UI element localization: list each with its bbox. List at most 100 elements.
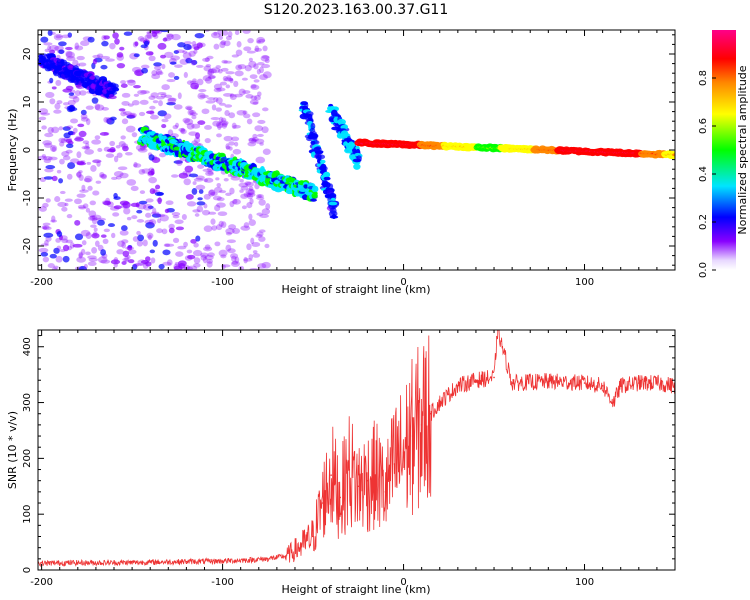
spectrogram-cell — [76, 55, 85, 61]
spectrogram-cell — [177, 42, 186, 48]
spectrogram-cell — [240, 225, 251, 231]
snr-y-ticks: 0 100 200 300 400 — [22, 335, 675, 573]
spectrogram-cell — [171, 33, 181, 41]
spectrogram-cell — [247, 193, 253, 200]
spectrogram-cell — [83, 263, 88, 269]
spectrogram-cell — [44, 48, 51, 53]
spectrogram-cell — [242, 30, 251, 34]
spectrogram-cell — [100, 234, 107, 238]
spectrogram-cell — [88, 210, 97, 218]
spectrogram-cell — [55, 238, 61, 243]
spectrogram-cell — [231, 122, 237, 130]
spectrogram-cell — [213, 83, 223, 90]
spectrogram-cell — [188, 173, 199, 178]
spectrogram-cell — [259, 213, 269, 218]
spectrogram-cell — [212, 120, 221, 127]
spectrogram-cell — [229, 93, 235, 98]
spectrogram-cell — [187, 265, 198, 270]
snr-data-point — [312, 535, 314, 538]
spectrogram-cell — [113, 205, 122, 210]
spectrogram-cell — [45, 165, 56, 170]
spectrogram-cell — [254, 94, 261, 101]
spectrogram-cell — [190, 112, 198, 116]
snr-data-point — [547, 380, 550, 383]
spectrogram-cell — [230, 136, 240, 142]
spectrogram-cell — [51, 86, 57, 90]
spectrogram-cell — [195, 132, 200, 139]
spectrogram-cell — [246, 243, 252, 251]
spectrogram-cell — [124, 255, 130, 263]
spectrogram-cell — [105, 58, 115, 62]
spectrogram-cell — [38, 108, 49, 115]
spectrogram-cell — [238, 182, 249, 188]
spectrogram-cell — [140, 64, 150, 69]
spectrogram-cell — [207, 252, 215, 258]
spectrogram-cell — [215, 97, 223, 104]
spectrogram-cell — [236, 41, 242, 48]
spectrogram-cell — [127, 259, 135, 264]
spectrogram-cell — [184, 165, 194, 173]
spectrogram-cell — [221, 122, 228, 129]
spectrogram-cell — [202, 168, 212, 172]
spectrogram-cell — [145, 261, 152, 267]
spectrogram-cell — [208, 68, 217, 74]
spectrogram-cell — [145, 222, 155, 229]
spectrogram-cell — [157, 218, 162, 224]
spectrogram-cell — [105, 153, 115, 158]
spectrogram-cell — [80, 40, 90, 47]
spectrogram-cell — [265, 203, 271, 210]
spectrogram-cell — [225, 143, 230, 150]
spectrogram-cell — [322, 180, 329, 188]
spectrogram-cell — [258, 236, 266, 242]
spectrogram-cell — [155, 213, 166, 218]
spectrogram-cell — [76, 193, 86, 198]
spectrogram-cell — [252, 250, 258, 254]
spectrogram-cell — [288, 176, 294, 183]
spectrogram-cell — [148, 219, 157, 226]
spectrogram-cell — [227, 248, 236, 254]
spectrogram-cell — [116, 152, 123, 158]
snr-data-point — [113, 561, 115, 564]
spectrogram-cell — [106, 117, 115, 125]
snr-data-point — [638, 382, 640, 384]
spectrogram-cell — [148, 95, 156, 100]
spectrogram-cell — [208, 211, 217, 215]
spectrogram-cell — [42, 202, 49, 208]
spectrogram-cell — [220, 117, 227, 123]
spectrogram-cell — [225, 228, 235, 235]
spectrogram-cell — [222, 93, 233, 97]
spectrogram-cell — [107, 223, 116, 228]
spectrogram-cell — [43, 158, 52, 164]
spectrogram-cell — [42, 156, 53, 161]
y-tick-label: 100 — [22, 505, 33, 524]
spectrogram-cell — [92, 54, 101, 59]
spectrogram-cell — [133, 161, 138, 168]
spectrogram-cell — [161, 84, 170, 91]
spectrogram-cell — [96, 160, 101, 167]
spectrogram-cell — [78, 206, 87, 210]
spectrogram-cell — [195, 175, 205, 180]
spectrogram-cell — [232, 227, 241, 234]
spectrogram-cell — [176, 159, 183, 166]
spectrogram-cell — [235, 49, 243, 56]
spectrogram-cell — [90, 165, 97, 172]
spectrogram-cell — [91, 247, 98, 254]
spectrogram-cell — [79, 90, 87, 96]
spectrogram-cell — [102, 238, 109, 244]
spectrogram-cell — [87, 261, 97, 267]
spectrogram-cell — [85, 142, 90, 149]
spectrogram-cell — [162, 249, 171, 256]
spectrogram-cell — [183, 178, 192, 186]
spectrogram-cell — [328, 201, 338, 206]
snr-data-point — [511, 382, 513, 384]
spectrogram-cell — [313, 147, 321, 153]
spectrogram-cell — [228, 141, 235, 146]
spectrogram-cell — [127, 79, 136, 86]
spectrogram-cell — [173, 263, 180, 270]
snr-y-label: SNR (10 * v/v) — [6, 411, 19, 489]
spectrogram-cell — [203, 65, 212, 72]
spectrogram-cell — [150, 211, 160, 215]
spectrogram-cell — [250, 84, 260, 90]
spectrogram-cell — [145, 212, 152, 218]
spectrogram-cell — [240, 185, 249, 191]
